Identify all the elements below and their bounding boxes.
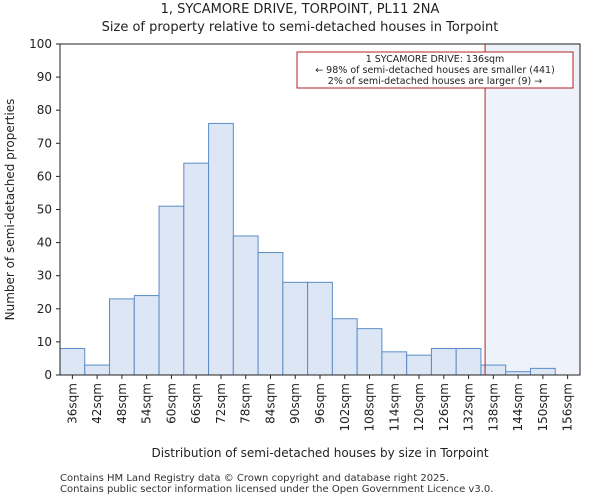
y-tick-label: 70: [37, 136, 52, 150]
y-axis-label: Number of semi-detached properties: [3, 99, 17, 321]
bar-90sqm: [282, 281, 309, 376]
bar-48sqm: [109, 298, 135, 376]
annotation-box: [296, 51, 574, 89]
x-axis-label: Distribution of semi-detached houses by …: [151, 446, 488, 460]
x-tick-label: 138sqm: [486, 383, 500, 431]
chart-title: 1, SYCAMORE DRIVE, TORPOINT, PL11 2NA: [160, 2, 440, 17]
bar-84sqm: [257, 252, 284, 376]
y-tick-label: 90: [37, 70, 52, 84]
bar-54sqm: [133, 295, 160, 376]
annotation-line-2: ← 98% of semi-detached houses are smalle…: [315, 65, 555, 76]
x-tick-label: 72sqm: [214, 383, 228, 424]
x-tick-label: 108sqm: [363, 383, 377, 431]
plot-frame: [59, 43, 581, 376]
x-tick-label: 96sqm: [313, 383, 327, 424]
bar-150sqm: [529, 367, 556, 376]
bar-102sqm: [331, 318, 358, 376]
y-tick-label: 80: [37, 103, 52, 117]
bar-108sqm: [356, 328, 383, 376]
x-tick-label: 60sqm: [164, 383, 178, 424]
y-tick-label: 10: [37, 335, 52, 349]
y-tick-label: 50: [37, 203, 52, 217]
x-tick-label: 90sqm: [288, 383, 302, 424]
x-tick-label: 54sqm: [140, 383, 154, 424]
x-tick-label: 42sqm: [90, 383, 104, 424]
bar-66sqm: [183, 162, 210, 376]
chart-subtitle: Size of property relative to semi-detach…: [101, 20, 499, 35]
bar-72sqm: [208, 122, 234, 376]
bar-96sqm: [307, 281, 333, 376]
footer-line-2: Contains public sector information licen…: [60, 484, 494, 495]
y-tick-label: 0: [44, 368, 52, 382]
x-tick-label: 102sqm: [338, 383, 352, 431]
y-tick-label: 20: [37, 302, 52, 316]
y-tick-label: 100: [29, 37, 52, 51]
bar-132sqm: [455, 348, 482, 376]
x-tick-label: 144sqm: [511, 383, 525, 431]
x-tick-label: 66sqm: [189, 383, 203, 424]
bar-42sqm: [84, 364, 111, 376]
y-tick-label: 30: [37, 269, 52, 283]
x-tick-label: 48sqm: [115, 383, 129, 424]
bar-120sqm: [406, 354, 432, 376]
x-tick-label: 150sqm: [536, 383, 550, 431]
histogram-chart: 0 10 20 30 40 50 60 70 80 90 100 36sqm 42sqm 48sqm 54…: [3, 37, 581, 460]
bar-114sqm: [381, 351, 408, 376]
x-tick-label: 126sqm: [437, 383, 451, 431]
bar-60sqm: [158, 205, 185, 376]
annotation-line-3: 2% of semi-detached houses are larger (9…: [328, 76, 542, 87]
bar-78sqm: [232, 235, 259, 376]
x-tick-label: 156sqm: [561, 383, 575, 431]
y-tick-label: 60: [37, 169, 52, 183]
footer-line-1: Contains HM Land Registry data © Crown c…: [60, 473, 449, 484]
x-tick-label: 36sqm: [65, 383, 79, 424]
annotation-line-1: 1 SYCAMORE DRIVE: 136sqm: [366, 54, 505, 65]
bar-36sqm: [59, 348, 86, 376]
bar-126sqm: [430, 348, 457, 376]
x-tick-label: 120sqm: [412, 383, 426, 431]
x-tick-label: 132sqm: [462, 383, 476, 431]
larger-properties-region: [485, 44, 580, 375]
x-tick-label: 84sqm: [263, 383, 277, 424]
x-tick-label: 78sqm: [239, 383, 253, 424]
y-tick-label: 40: [37, 236, 52, 250]
x-tick-label: 114sqm: [387, 383, 401, 431]
